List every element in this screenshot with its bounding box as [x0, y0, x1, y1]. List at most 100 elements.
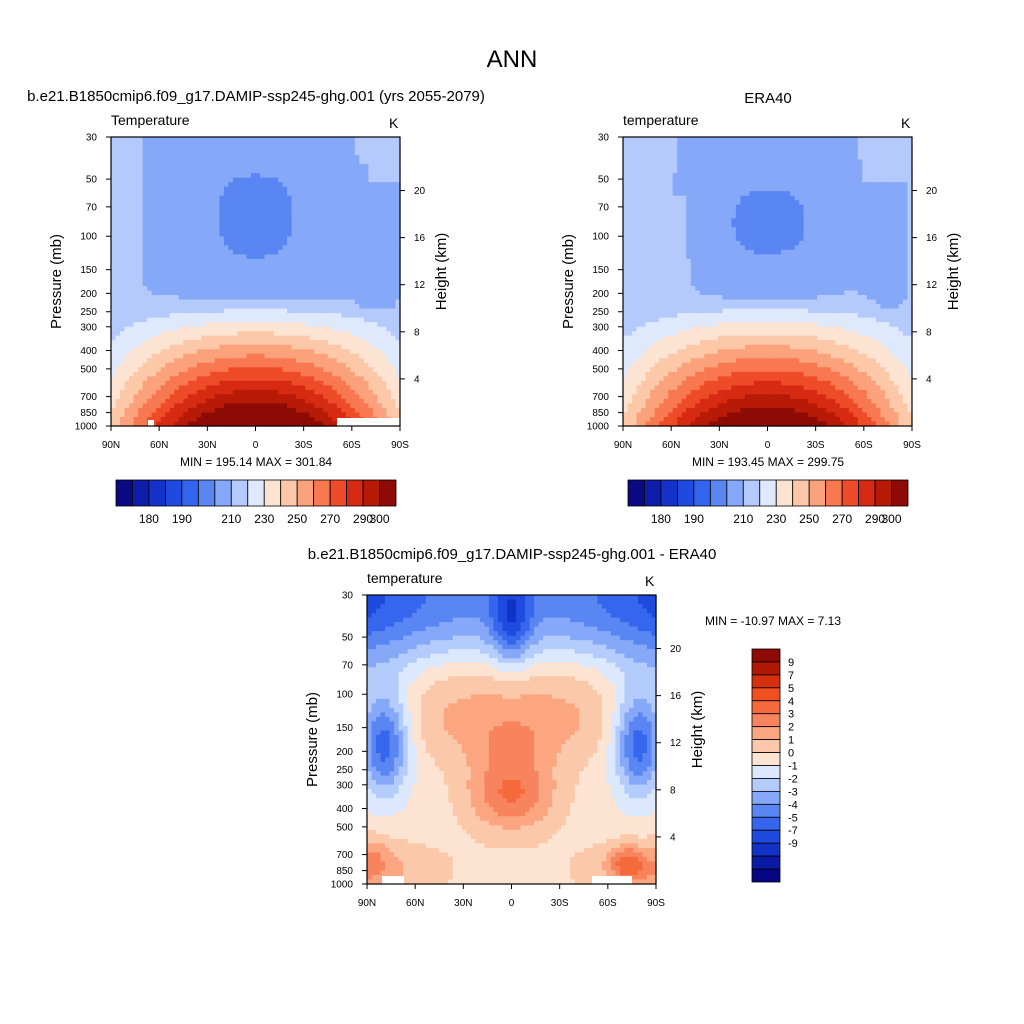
- model-contour-cell: [282, 231, 288, 237]
- model-contour-cell: [278, 249, 284, 256]
- model-contour-cell: [183, 168, 189, 174]
- model-contour-cell: [341, 227, 347, 233]
- model-contour-cell: [282, 240, 288, 246]
- model-contour-cell: [192, 209, 198, 215]
- model-contour-cell: [133, 159, 139, 165]
- model-contour-cell: [241, 416, 248, 423]
- model-contour-cell: [287, 421, 293, 427]
- model-contour-cell: [381, 407, 388, 414]
- model-contour-cell: [192, 286, 198, 292]
- model-contour-cell: [278, 344, 284, 350]
- model-contour-cell: [192, 146, 198, 152]
- era40-contour-cell: [808, 164, 814, 170]
- model-contour-cell: [174, 173, 180, 179]
- model-contour-cell: [214, 371, 220, 377]
- model-contour-cell: [368, 173, 374, 179]
- model-contour-cell: [386, 398, 392, 405]
- era40-contour-cell: [889, 150, 895, 156]
- model-contour-cell: [246, 146, 252, 152]
- model-contour-cell: [115, 326, 121, 332]
- model-contour-cell: [232, 317, 239, 323]
- model-contour-cell: [156, 281, 162, 287]
- model-contour-cell: [250, 195, 257, 201]
- model-contour-cell: [205, 335, 211, 341]
- model-contour-cell: [187, 231, 193, 237]
- model-contour-cell: [178, 191, 184, 197]
- model-contour-cell: [372, 349, 379, 355]
- model-contour-cell: [269, 209, 275, 215]
- model-contour-cell: [300, 191, 306, 197]
- model-contour-cell: [156, 389, 162, 395]
- model-contour-cell: [273, 326, 279, 332]
- model-contour-cell: [305, 389, 311, 395]
- era40-contour-cell: [677, 146, 683, 152]
- model-contour-cell: [178, 150, 184, 156]
- model-contour-cell: [345, 385, 351, 391]
- model-contour-cell: [309, 240, 315, 246]
- model-contour-cell: [287, 349, 293, 355]
- model-contour-cell: [305, 416, 311, 423]
- model-y-tick-label: 150: [80, 265, 97, 276]
- model-contour-cell: [372, 308, 379, 314]
- era40-contour-cell: [641, 173, 647, 179]
- model-contour-cell: [300, 276, 306, 283]
- model-contour-cell: [210, 267, 216, 274]
- era40-contour-cell: [690, 168, 696, 174]
- model-contour-cell: [377, 245, 383, 251]
- model-contour-cell: [156, 164, 162, 170]
- model-contour-cell: [210, 290, 216, 296]
- model-contour-cell: [309, 317, 315, 323]
- era40-contour-cell: [726, 186, 732, 192]
- model-contour-cell: [201, 249, 207, 256]
- era40-contour-cell: [839, 150, 845, 156]
- model-contour-cell: [287, 150, 293, 156]
- model-contour-cell: [377, 308, 383, 314]
- model-contour-cell: [273, 389, 279, 395]
- model-contour-cell: [156, 403, 162, 409]
- era40-contour-cell: [623, 155, 629, 161]
- model-contour-cell: [205, 304, 211, 310]
- model-contour-cell: [309, 155, 315, 161]
- model-contour-cell: [386, 376, 392, 382]
- model-contour-cell: [314, 231, 320, 237]
- model-contour-cell: [201, 344, 207, 350]
- model-colorbar-box: [148, 479, 166, 507]
- model-contour-cell: [395, 177, 401, 183]
- model-contour-cell: [350, 209, 356, 215]
- era40-contour-cell: [866, 182, 872, 188]
- era40-contour-cell: [758, 177, 764, 183]
- model-contour-cell: [350, 173, 356, 179]
- model-contour-cell: [260, 254, 266, 260]
- model-contour-cell: [147, 240, 153, 246]
- model-contour-cell: [169, 362, 175, 368]
- model-contour-cell: [386, 263, 392, 269]
- era40-contour-cell: [632, 137, 638, 143]
- model-contour-cell: [241, 150, 248, 156]
- era40-contour-cell: [857, 168, 863, 174]
- model-contour-cell: [300, 412, 306, 418]
- model-contour-cell: [201, 380, 207, 386]
- model-contour-cell: [147, 412, 153, 418]
- model-contour-cell: [241, 245, 248, 251]
- model-contour-cell: [228, 137, 234, 143]
- model-contour-cell: [241, 236, 248, 242]
- model-contour-cell: [309, 200, 315, 206]
- model-contour-cell: [174, 385, 180, 391]
- model-contour-cell: [232, 186, 239, 192]
- model-contour-cell: [138, 371, 144, 377]
- model-contour-cell: [336, 164, 342, 170]
- model-contour-cell: [111, 164, 117, 170]
- era40-contour-cell: [785, 173, 791, 179]
- model-contour-cell: [214, 416, 220, 423]
- era40-contour-cell: [650, 141, 656, 147]
- model-contour-cell: [241, 155, 248, 161]
- model-contour-cell: [228, 209, 234, 215]
- model-contour-cell: [237, 236, 243, 242]
- model-contour-cell: [228, 249, 234, 256]
- model-contour-cell: [273, 416, 279, 423]
- model-contour-cell: [278, 407, 284, 414]
- model-contour-cell: [250, 322, 257, 328]
- model-contour-cell: [210, 155, 216, 161]
- model-contour-cell: [255, 398, 261, 405]
- model-contour-cell: [390, 313, 397, 319]
